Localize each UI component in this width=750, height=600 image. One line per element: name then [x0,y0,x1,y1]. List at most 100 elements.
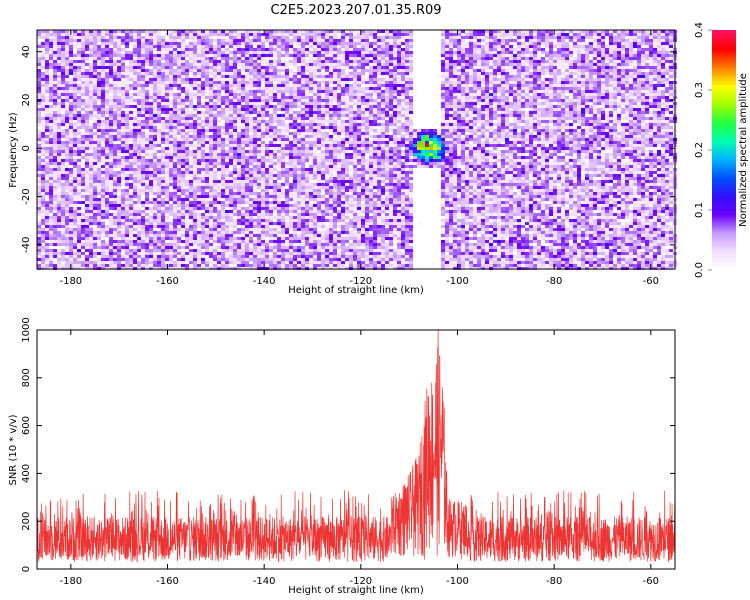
spectrogram-cell [177,96,181,99]
spectrogram-cell [317,84,321,87]
spectrogram-cell [257,96,261,99]
spectrogram-cell [113,51,117,54]
spectrogram-cell [513,108,517,111]
spectrogram-cell [545,129,549,132]
spectrogram-cell [321,96,325,99]
spectrogram-cell [341,84,345,87]
spectrogram-cell [353,66,357,69]
spectrogram-cell [153,114,157,117]
spectrogram-cell [649,117,653,120]
spectrogram-cell [293,90,297,93]
spectrogram-cell [569,129,573,132]
spectrogram-cell [313,93,317,96]
spectrogram-cell [37,60,41,63]
spectrogram-cell [105,120,109,123]
spectrogram-cell [497,57,501,60]
spectrogram-cell [657,72,661,75]
spectrogram-cell [229,99,233,102]
spectrogram-cell [37,90,41,93]
spectrogram-cell [173,54,177,57]
spectrogram-cell [249,72,253,75]
spectrogram-cell [497,93,501,96]
spectrogram-cell [169,84,173,87]
spectrogram-cell [525,81,529,84]
spectrogram-cell [541,84,545,87]
spectrogram-cell [289,120,293,123]
spectrogram-cell [373,102,377,105]
spectrogram-cell [57,129,61,132]
spectrogram-cell [217,90,221,93]
spectrogram-cell [377,48,381,51]
spectrogram-cell [133,117,137,120]
spectrogram-cell [113,69,117,72]
spectrogram-cell [169,87,173,90]
spectrogram-cell [401,123,405,126]
spectrogram-cell [669,117,673,120]
spectrogram-cell [353,90,357,93]
spectrogram-cell [61,99,65,102]
spectrogram-cell [645,123,649,126]
spectrogram-cell [305,36,309,39]
spectrogram-cell [385,114,389,117]
spectrogram-cell [541,108,545,111]
spectrogram-cell [537,54,541,57]
spectrogram-cell [313,81,317,84]
spectrogram-cell [217,63,221,66]
spectrogram-cell [229,108,233,111]
spectrogram-cell [665,102,669,105]
spectrogram-cell [109,108,113,111]
spectrogram-cell [69,90,73,93]
spectrogram-cell [65,57,69,60]
spectrogram-cell [161,51,165,54]
spectrogram-cell [613,99,617,102]
spectrogram-cell [485,45,489,48]
spectrogram-cell [353,36,357,39]
spectrogram-cell [81,60,85,63]
spectrogram-cell [373,99,377,102]
spectrogram-cell [309,126,313,129]
spectrogram-cell [513,105,517,108]
spectrogram-cell [113,87,117,90]
spectrogram-cell [393,84,397,87]
spectrogram-cell [293,117,297,120]
spectrogram-cell [321,63,325,66]
spectrogram-cell [477,66,481,69]
spectrogram-cell [185,33,189,36]
spectrogram-cell [345,48,349,51]
spectrogram-cell [293,99,297,102]
spectrogram-cell [197,66,201,69]
spectrogram-cell [361,117,365,120]
spectrogram-cell [617,60,621,63]
spectrogram-cell [265,93,269,96]
spectrogram-cell [477,111,481,114]
spectrogram-cell [197,120,201,123]
spectrogram-cell [121,78,125,81]
spectrogram-cell [77,54,81,57]
spectrogram-cell [393,117,397,120]
spectrogram-cell [605,105,609,108]
spectrogram-cell [361,33,365,36]
spectrogram-cell [301,66,305,69]
spectrogram-cell [609,60,613,63]
spectrogram-cell [589,123,593,126]
spectrogram-cell [169,105,173,108]
spectrogram-cell [229,129,233,132]
spectrogram-cell [221,69,225,72]
spectrogram-cell [309,105,313,108]
spectrogram-cell [409,108,413,111]
spectrogram-cell [445,129,449,132]
spectrogram-cell [133,120,137,123]
spectrogram-cell [37,84,41,87]
spectrogram-cell [61,72,65,75]
spectrogram-cell [401,63,405,66]
spectrogram-cell [273,45,277,48]
spectrogram-cell [449,75,453,78]
spectrogram-cell [181,96,185,99]
spectrogram-cell [261,57,265,60]
spectrogram-cell [85,51,89,54]
spectrogram-cell [481,111,485,114]
spectrogram-cell [77,126,81,129]
spectrogram-cell [281,39,285,42]
spectrogram-cell [157,120,161,123]
spectrogram-cell [317,54,321,57]
